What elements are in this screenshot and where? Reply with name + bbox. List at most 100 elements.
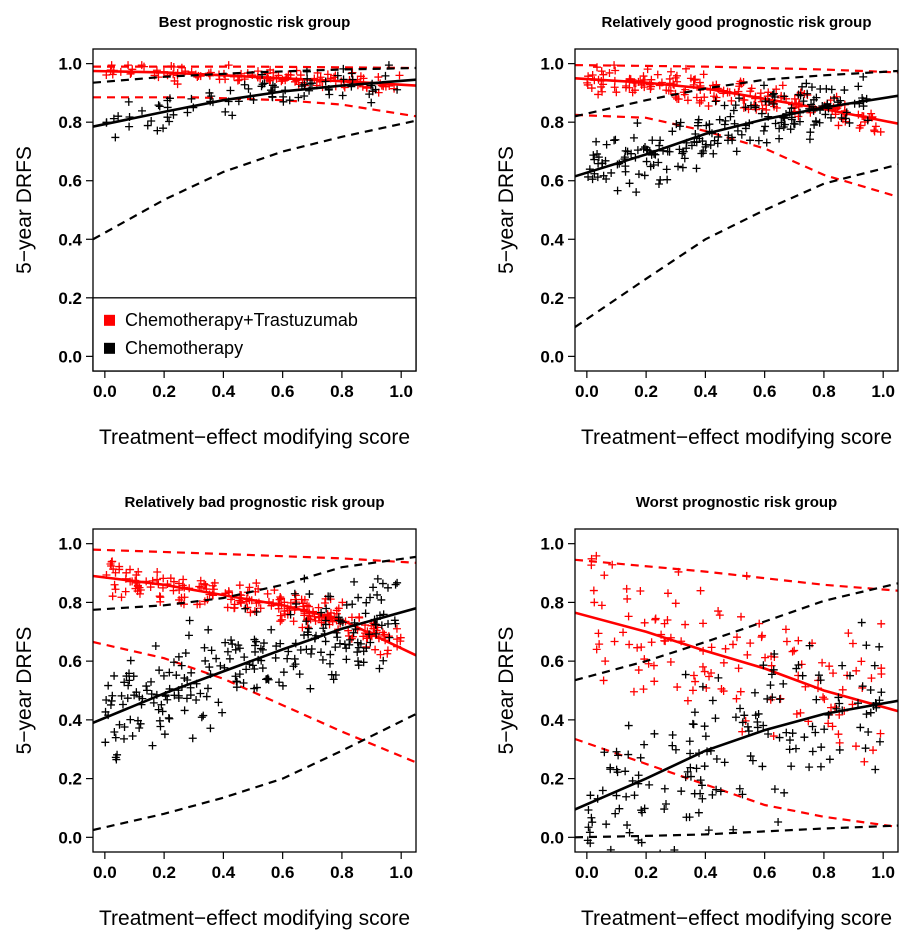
data-point bbox=[642, 157, 651, 166]
data-point bbox=[300, 91, 309, 100]
data-point bbox=[771, 119, 780, 128]
data-point bbox=[106, 700, 115, 709]
data-point bbox=[711, 97, 720, 106]
data-point bbox=[683, 696, 692, 705]
data-point bbox=[805, 641, 814, 650]
data-point bbox=[302, 617, 311, 626]
data-point bbox=[720, 758, 729, 767]
data-point bbox=[871, 765, 880, 774]
data-point bbox=[120, 722, 129, 731]
y-axis-label: 5−year DRFS bbox=[495, 146, 518, 274]
data-point bbox=[625, 828, 634, 837]
data-point bbox=[291, 591, 300, 600]
data-point bbox=[640, 618, 649, 627]
data-point bbox=[160, 730, 169, 739]
data-point bbox=[835, 738, 844, 747]
data-point bbox=[629, 133, 638, 142]
data-point bbox=[662, 165, 671, 174]
fit-line bbox=[575, 699, 898, 811]
data-point bbox=[121, 587, 130, 596]
data-point bbox=[588, 70, 597, 79]
y-tick-label: 1.0 bbox=[58, 55, 82, 74]
data-point bbox=[798, 671, 807, 680]
data-point bbox=[721, 644, 730, 653]
data-point bbox=[362, 84, 371, 93]
data-point bbox=[707, 668, 716, 677]
data-point bbox=[654, 158, 663, 167]
data-point bbox=[587, 813, 596, 822]
series-chemotherapy bbox=[575, 582, 898, 852]
data-point bbox=[668, 741, 677, 750]
data-point bbox=[111, 585, 120, 594]
data-point bbox=[252, 579, 261, 588]
data-point bbox=[685, 813, 694, 822]
data-point bbox=[355, 613, 364, 622]
ci-lower-line bbox=[575, 824, 898, 839]
data-point bbox=[166, 574, 175, 583]
data-point bbox=[589, 151, 598, 160]
data-point bbox=[624, 750, 633, 759]
data-point bbox=[856, 121, 865, 130]
y-tick-label: 0.0 bbox=[58, 828, 82, 847]
data-point bbox=[201, 656, 210, 665]
data-point bbox=[759, 126, 768, 135]
data-point bbox=[671, 745, 680, 754]
ci-lower-line bbox=[575, 113, 898, 198]
data-point bbox=[636, 753, 645, 762]
x-tick-label: 1.0 bbox=[389, 863, 413, 882]
data-point bbox=[338, 598, 347, 607]
y-tick-label: 0.2 bbox=[58, 770, 82, 789]
data-point bbox=[149, 698, 158, 707]
data-point bbox=[848, 639, 857, 648]
data-point bbox=[250, 684, 259, 693]
data-point bbox=[681, 670, 690, 679]
data-point bbox=[714, 673, 723, 682]
x-tick-label: 0.8 bbox=[330, 863, 354, 882]
data-point bbox=[799, 97, 808, 106]
data-point bbox=[698, 794, 707, 803]
y-tick-label: 0.6 bbox=[58, 172, 82, 191]
data-point bbox=[228, 111, 237, 120]
data-point bbox=[655, 141, 664, 150]
data-point bbox=[597, 601, 606, 610]
data-point bbox=[607, 168, 616, 177]
data-point bbox=[768, 90, 777, 99]
ci-upper-line bbox=[575, 582, 898, 682]
data-point bbox=[846, 671, 855, 680]
data-point bbox=[691, 677, 700, 686]
data-point bbox=[142, 682, 151, 691]
series-trastuzumab bbox=[575, 61, 898, 198]
data-point bbox=[378, 579, 387, 588]
data-point bbox=[705, 672, 714, 681]
data-point bbox=[867, 109, 876, 118]
data-point bbox=[694, 115, 703, 124]
data-point bbox=[225, 654, 234, 663]
data-point bbox=[174, 693, 183, 702]
data-point bbox=[316, 648, 325, 657]
data-point bbox=[736, 704, 745, 713]
data-point bbox=[251, 647, 260, 656]
data-point bbox=[787, 762, 796, 771]
data-point bbox=[186, 683, 195, 692]
data-point bbox=[800, 733, 809, 742]
data-point bbox=[380, 630, 389, 639]
data-point bbox=[338, 618, 347, 627]
data-point bbox=[650, 677, 659, 686]
data-point bbox=[231, 645, 240, 654]
data-point bbox=[728, 640, 737, 649]
data-point bbox=[115, 720, 124, 729]
data-point bbox=[354, 643, 363, 652]
data-point bbox=[221, 638, 230, 647]
data-point bbox=[598, 159, 607, 168]
data-point bbox=[762, 105, 771, 114]
data-point bbox=[837, 113, 846, 122]
data-point bbox=[605, 68, 614, 77]
data-point bbox=[715, 115, 724, 124]
data-point bbox=[594, 90, 603, 99]
data-point bbox=[124, 61, 133, 70]
ci-lower-line bbox=[93, 119, 416, 241]
data-point bbox=[188, 734, 197, 743]
data-point bbox=[120, 734, 129, 743]
data-point bbox=[325, 90, 334, 99]
data-point bbox=[200, 643, 209, 652]
